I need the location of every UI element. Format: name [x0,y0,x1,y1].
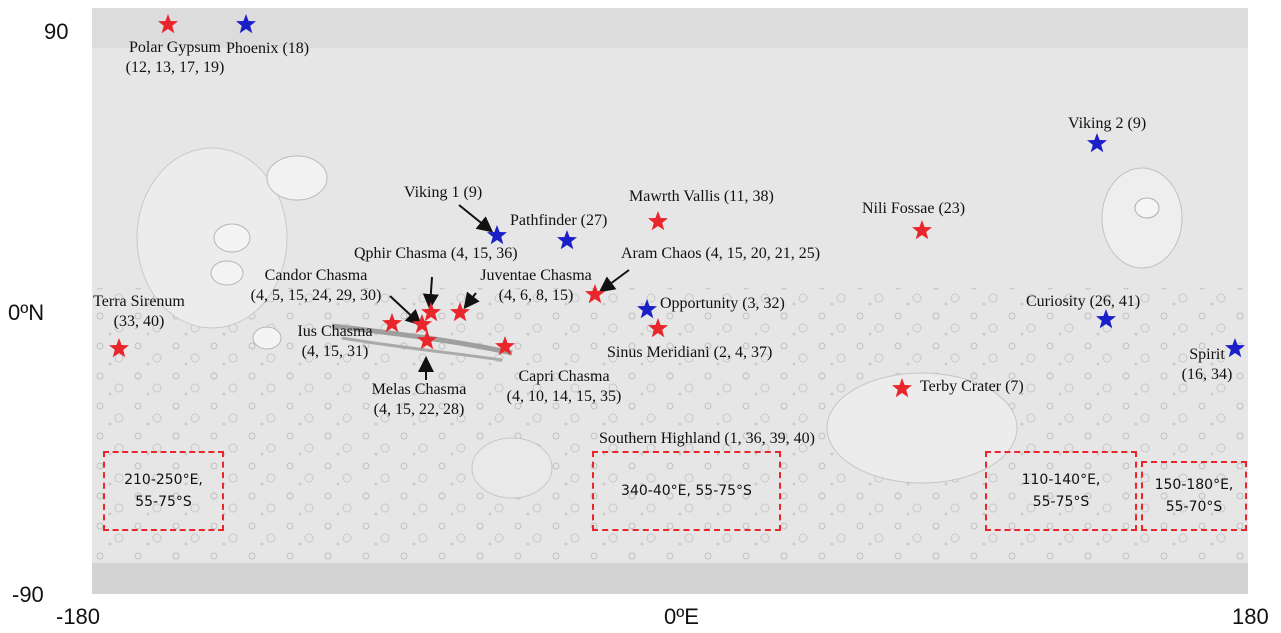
star-viking2 [1087,133,1107,153]
label-terra-sirenum: Terra Sirenum (33, 40) [93,293,185,330]
star-viking1 [487,225,507,245]
label-juventae-chasma: Juventae Chasma (4, 6, 8, 15) [480,267,592,304]
region-box-150-180E: 150-180°E, 55-70°S [1141,461,1247,531]
label-viking1: Viking 1 (9) [404,184,483,201]
x-tick-0: 0ºE [664,604,699,629]
star-spirit [1225,338,1245,358]
label-southern-highland: Southern Highland (1, 36, 39, 40) [599,430,815,447]
x-tick-minus180: -180 [56,604,101,629]
star-mawrth-vallis [648,211,668,231]
label-nili-fossae: Nili Fossae (23) [862,200,966,217]
star-ius-chasma [382,313,402,333]
star-ophir-chasma [421,302,441,322]
label-pathfinder: Pathfinder (27) [510,212,608,229]
label-sinus-meridiani: Sinus Meridiani (2, 4, 37) [607,344,773,361]
star-aram-chaos [585,284,605,304]
star-nili-fossae [912,220,932,240]
label-ophir-chasma: Qphir Chasma (4, 15, 36) [354,245,518,262]
y-tick-minus90: -90 [12,582,44,607]
label-terby-crater: Terby Crater (7) [920,378,1024,395]
y-tick-0: 0ºN [8,300,45,325]
label-candor-chasma: Candor Chasma (4, 5, 15, 24, 29, 30) [250,267,382,304]
mars-relief-map: 210-250°E, 55-75°S 340-40°E, 55-75°S 110-… [92,8,1248,594]
terrain-shading [92,8,1248,594]
star-juventae-chasma [450,302,470,322]
arrow-juventae-chasma [463,291,480,310]
y-tick-90: 90 [44,19,69,44]
star-phoenix [236,14,256,34]
label-mawrth-vallis: Mawrth Vallis (11, 38) [629,188,774,205]
star-opportunity [637,299,657,319]
label-melas-chasma: Melas Chasma (4, 15, 22, 28) [371,381,467,418]
region-box-110-140E: 110-140°E, 55-75°S [985,451,1137,531]
star-polar-gypsum [158,14,178,34]
star-curiosity [1096,309,1116,329]
label-polar-gypsum: Polar Gypsum (12, 13, 17, 19) [125,39,225,76]
star-melas-chasma [417,330,437,350]
x-tick-180: 180 [1232,604,1269,629]
label-curiosity: Curiosity (26, 41) [1026,293,1141,310]
label-phoenix: Phoenix (18) [226,40,310,57]
star-sinus-meridiani [648,318,668,338]
label-spirit: Spirit (16, 34) [1181,346,1233,383]
star-pathfinder [557,230,577,250]
label-opportunity: Opportunity (3, 32) [660,295,785,312]
label-aram-chaos: Aram Chaos (4, 15, 20, 21, 25) [621,245,821,262]
pointer-arrows [389,204,630,380]
arrow-viking1 [458,204,494,233]
arrow-aram-chaos [598,269,630,293]
label-ius-chasma: Ius Chasma (4, 15, 31) [297,323,373,360]
region-box-210-250E: 210-250°E, 55-75°S [103,451,224,531]
arrow-candor-chasma [389,295,422,326]
star-candor-chasma [412,314,432,334]
star-terby-crater [892,378,912,398]
label-capri-chasma: Capri Chasma (4, 10, 14, 15, 35) [506,368,622,405]
arrow-ophir-chasma [422,276,439,310]
label-viking2: Viking 2 (9) [1068,115,1147,132]
star-terra-sirenum [109,338,129,358]
region-box-340-40E: 340-40°E, 55-75°S [592,451,781,531]
star-capri-chasma [495,336,515,356]
